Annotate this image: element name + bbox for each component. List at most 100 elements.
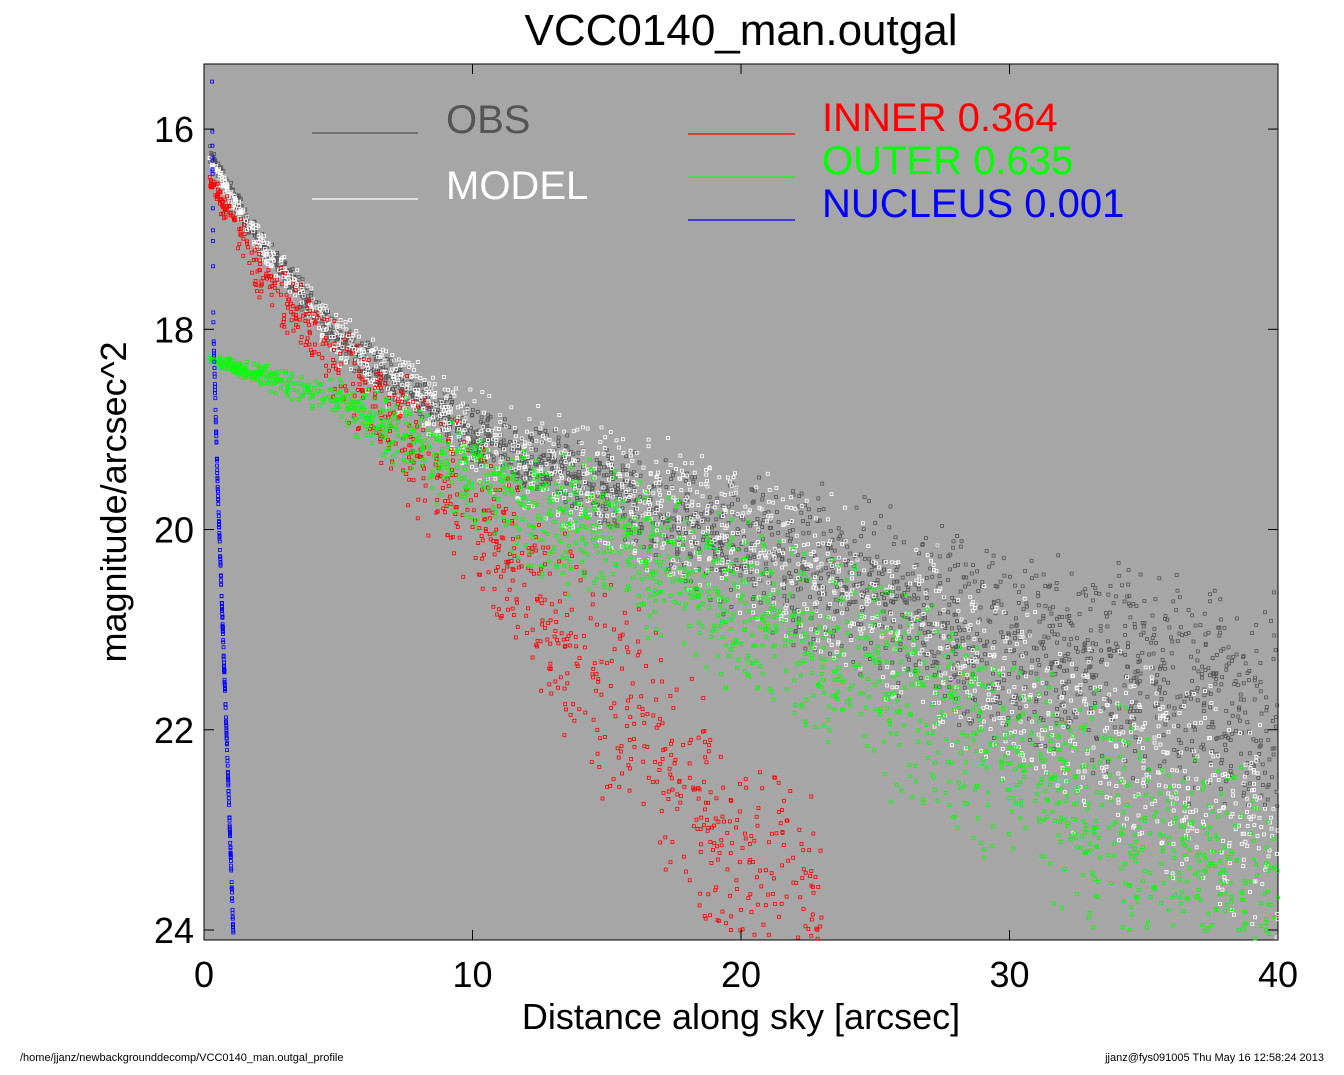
data-point-obs — [687, 551, 692, 556]
data-point-obs — [1193, 623, 1198, 628]
data-point-obs — [1048, 583, 1053, 588]
data-point-obs — [805, 521, 810, 526]
data-point-obs — [448, 395, 453, 400]
data-point-obs — [499, 440, 504, 445]
data-point-obs — [1028, 738, 1032, 742]
data-point-obs — [706, 517, 710, 522]
data-point-obs — [1001, 556, 1006, 561]
data-point-obs — [1012, 648, 1016, 653]
data-point-obs — [576, 450, 581, 455]
data-point-obs — [948, 567, 952, 572]
data-point-obs — [1129, 703, 1134, 708]
data-point-obs — [1008, 574, 1012, 579]
data-point-obs — [620, 463, 625, 468]
data-point-obs — [1259, 711, 1264, 716]
data-point-obs — [1097, 591, 1102, 596]
data-point-obs — [676, 550, 681, 555]
data-point-obs — [1099, 648, 1103, 653]
data-point-obs — [365, 340, 370, 345]
data-point-obs — [331, 329, 336, 334]
data-point-obs — [1150, 636, 1155, 640]
data-point-obs — [1210, 720, 1215, 724]
data-point-obs — [1263, 610, 1267, 615]
data-point-obs — [468, 426, 473, 430]
data-point-obs — [212, 159, 217, 164]
data-point-obs — [1013, 583, 1017, 588]
data-point-obs — [996, 598, 1001, 603]
data-point-obs — [873, 623, 877, 627]
data-point-obs — [955, 534, 959, 538]
data-point-obs — [299, 307, 304, 312]
data-point-obs — [871, 563, 876, 568]
data-point-obs — [1002, 678, 1006, 683]
data-point-obs — [502, 417, 507, 422]
data-point-obs — [750, 500, 755, 505]
data-point-obs — [1054, 587, 1059, 591]
data-point-obs — [917, 551, 921, 556]
data-point-obs — [689, 475, 694, 480]
data-point-obs — [1037, 663, 1042, 667]
data-point-obs — [906, 585, 911, 589]
data-point-obs — [1186, 608, 1191, 612]
data-point-obs — [651, 508, 655, 513]
data-point-obs — [891, 600, 896, 604]
data-point-obs — [503, 452, 508, 457]
data-point-obs — [730, 502, 734, 507]
data-point-obs — [910, 571, 915, 576]
data-point-obs — [709, 566, 714, 571]
data-point-obs — [1120, 583, 1124, 588]
data-point-obs — [1219, 617, 1223, 622]
data-point-obs — [921, 640, 925, 645]
data-point-obs — [1237, 672, 1242, 677]
data-point-obs — [958, 628, 962, 633]
data-point-obs — [648, 544, 653, 549]
data-point-obs — [1014, 616, 1018, 621]
data-point-obs — [1157, 576, 1162, 581]
data-point-obs — [852, 539, 857, 544]
data-point-obs — [1162, 691, 1167, 695]
data-point-obs — [771, 595, 776, 600]
data-point-obs — [317, 300, 321, 305]
data-point-obs — [876, 571, 881, 576]
data-point-obs — [935, 661, 940, 665]
data-point-obs — [1062, 668, 1067, 673]
data-point-obs — [1189, 654, 1193, 659]
data-point-obs — [936, 650, 941, 655]
data-point-obs — [1183, 775, 1188, 780]
data-point-obs — [564, 480, 569, 485]
data-point-obs — [748, 556, 752, 561]
data-point-obs — [895, 579, 900, 584]
data-point-obs — [563, 500, 568, 505]
data-point-obs — [1228, 769, 1233, 773]
data-point-obs — [1253, 675, 1257, 680]
data-point-obs — [1237, 707, 1242, 712]
data-point-obs — [1208, 673, 1212, 678]
data-point-obs — [1083, 587, 1088, 592]
data-point-obs — [1194, 689, 1199, 694]
data-point-obs — [897, 693, 901, 698]
data-point-obs — [1067, 614, 1072, 618]
data-point-obs — [1063, 654, 1068, 658]
data-point-obs — [930, 631, 935, 636]
data-point-obs — [926, 630, 931, 634]
data-point-obs — [1208, 592, 1212, 597]
data-point-obs — [1242, 697, 1246, 702]
data-point-obs — [793, 629, 798, 633]
data-point-obs — [962, 620, 967, 624]
data-point-obs — [632, 470, 636, 475]
data-point-obs — [1033, 743, 1038, 747]
data-point-obs — [748, 523, 753, 528]
data-point-obs — [1182, 699, 1187, 704]
data-point-obs — [947, 634, 952, 639]
data-point-obs — [750, 487, 755, 492]
data-point-obs — [326, 331, 331, 336]
data-point-obs — [1161, 677, 1166, 682]
data-point-obs — [1195, 658, 1200, 663]
data-point-obs — [1165, 617, 1170, 622]
data-point-obs — [612, 518, 617, 523]
data-point-obs — [1183, 728, 1188, 733]
data-point-obs — [1032, 645, 1036, 650]
data-point-obs — [1030, 576, 1034, 581]
data-point-obs — [1009, 624, 1014, 629]
data-point-obs — [1241, 655, 1245, 659]
